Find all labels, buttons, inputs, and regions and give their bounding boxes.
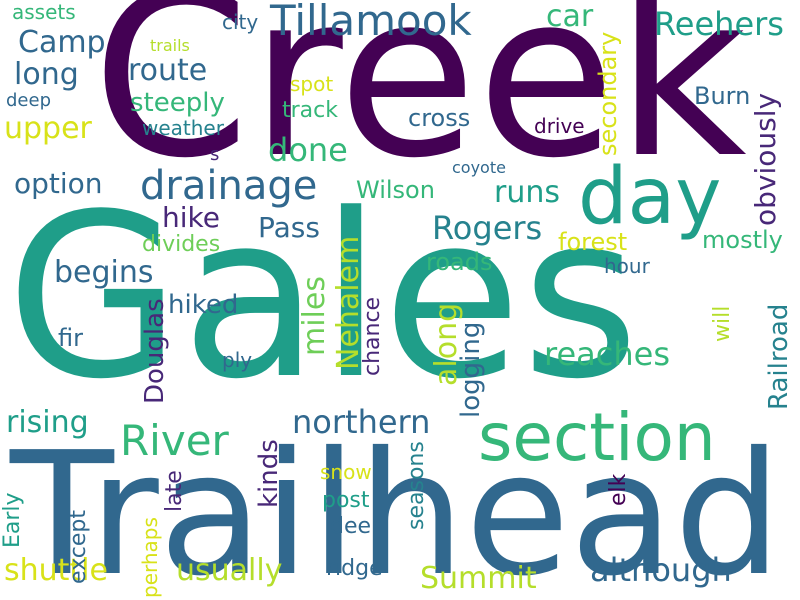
word-divides: divides <box>142 232 221 257</box>
word-will: will <box>710 305 735 342</box>
word-shuttle: shuttle <box>4 553 108 588</box>
word-begins: begins <box>54 255 154 290</box>
word-rogers: Rogers <box>432 209 543 247</box>
word-perhaps: perhaps <box>138 517 162 598</box>
word-wilson: Wilson <box>356 176 435 204</box>
word-post: post <box>322 488 370 513</box>
word-hike: hike <box>162 201 220 234</box>
word-spot: spot <box>290 72 334 96</box>
word-steeply: steeply <box>130 88 225 118</box>
word-snow: snow <box>320 460 372 484</box>
word-day: day <box>578 152 722 242</box>
word-gales: Gales <box>6 166 640 429</box>
word-route: route <box>128 53 208 88</box>
word-northern: northern <box>292 403 431 441</box>
word-chance: chance <box>360 296 385 376</box>
word-usually: usually <box>176 553 283 588</box>
word-miles: miles <box>297 276 332 356</box>
word-elk: elk <box>606 473 631 506</box>
word-reehers: Reehers <box>654 5 784 43</box>
word-city: city <box>222 10 259 34</box>
word-roads: roads <box>426 248 493 276</box>
word-fir: fir <box>58 324 83 352</box>
word-forest: forest <box>558 228 628 256</box>
word-s: s <box>210 144 220 165</box>
word-track: track <box>282 98 338 123</box>
word-river: River <box>120 416 229 465</box>
word-logging: logging <box>456 321 486 418</box>
word-long: long <box>14 57 79 92</box>
word-summit: Summit <box>420 561 537 596</box>
word-runs: runs <box>494 175 560 210</box>
word-deer: deer <box>330 514 381 539</box>
word-obviously: obviously <box>749 92 782 226</box>
word-trailhead: Trailhead <box>10 416 782 600</box>
word-upper: upper <box>4 111 92 146</box>
word-coyote: coyote <box>452 158 506 177</box>
word-ridge: ridge <box>326 556 383 581</box>
word-tillamook: Tillamook <box>270 0 472 45</box>
word-camp: Camp <box>18 25 106 60</box>
word-creek: Creek <box>92 0 747 208</box>
word-weather: weather <box>142 116 224 140</box>
word-trails: trails <box>150 36 190 55</box>
word-although: although <box>590 551 732 589</box>
word-ply: ply <box>222 348 253 372</box>
word-option: option <box>14 167 103 200</box>
word-hiked: hiked <box>168 290 239 320</box>
word-railroad: Railroad <box>764 303 794 410</box>
word-reaches: reaches <box>544 335 670 373</box>
word-kinds: kinds <box>254 439 284 508</box>
word-drainage: drainage <box>140 163 318 209</box>
word-mostly: mostly <box>702 226 783 254</box>
word-rising: rising <box>6 405 89 440</box>
word-burn: Burn <box>694 82 751 110</box>
word-done: done <box>268 131 348 169</box>
word-assets: assets <box>12 0 76 24</box>
word-seasons: seasons <box>404 441 429 530</box>
word-section: section <box>478 399 716 476</box>
word-car: car <box>546 0 594 34</box>
word-secondary: secondary <box>594 31 622 156</box>
word-douglas: Douglas <box>140 298 170 404</box>
word-cross: cross <box>408 104 471 132</box>
word-drive: drive <box>534 114 585 138</box>
word-pass: Pass <box>258 211 320 244</box>
word-except: except <box>66 509 91 584</box>
word-hour: hour <box>604 254 650 278</box>
word-deep: deep <box>6 90 51 111</box>
word-early: Early <box>0 492 25 548</box>
word-late: late <box>162 470 187 512</box>
